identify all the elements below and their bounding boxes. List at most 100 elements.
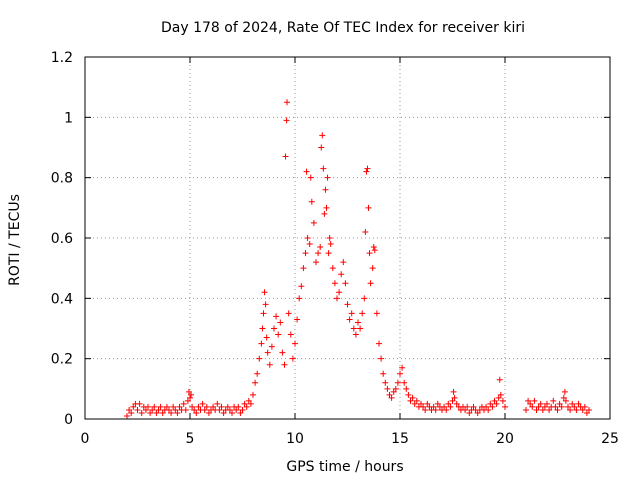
data-point (364, 165, 371, 172)
data-point (485, 406, 492, 413)
data-point (554, 406, 561, 413)
data-point (320, 165, 327, 172)
data-point (340, 259, 347, 266)
data-point (493, 400, 500, 407)
data-point (420, 403, 427, 410)
data-point (560, 394, 567, 401)
axis-ticks: 0 5 10 15 20 25 0 0.2 0.4 0.6 0.8 1 1.2 (51, 50, 619, 447)
data-point (346, 316, 353, 323)
data-point (317, 244, 324, 251)
data-point (226, 406, 233, 413)
data-point (250, 391, 256, 398)
data-point (569, 400, 576, 407)
data-point (430, 403, 437, 410)
data-point (558, 403, 565, 410)
x-tick-label: 5 (186, 431, 195, 447)
x-tick-label: 25 (601, 431, 619, 447)
data-point (163, 403, 170, 410)
data-point (268, 343, 275, 350)
data-point (275, 331, 282, 338)
data-point (155, 406, 162, 413)
y-tick-label: 1 (64, 110, 73, 126)
data-point (541, 403, 548, 410)
data-point (544, 400, 550, 407)
data-point (403, 385, 410, 392)
data-point (407, 397, 414, 404)
data-point (229, 409, 235, 416)
data-point (546, 406, 553, 413)
data-point (199, 400, 206, 407)
data-point (434, 400, 441, 407)
data-point (188, 391, 195, 398)
data-point (292, 340, 298, 347)
data-point (411, 400, 418, 407)
data-point (405, 391, 412, 398)
data-point (329, 265, 336, 272)
data-point (136, 400, 143, 407)
data-point (237, 409, 244, 416)
data-point (128, 409, 135, 416)
data-point (300, 265, 307, 272)
y-axis-label: ROTI / TECUs (7, 194, 23, 286)
data-point (413, 397, 420, 404)
data-point (180, 400, 187, 407)
data-point (571, 403, 578, 410)
data-point (157, 403, 164, 410)
data-point (359, 310, 366, 317)
data-point (401, 379, 408, 386)
data-point (176, 403, 183, 410)
data-point (378, 355, 385, 362)
data-point (336, 289, 343, 296)
data-point (256, 355, 263, 362)
data-point (586, 406, 592, 413)
data-point (382, 379, 389, 386)
data-point (466, 409, 473, 416)
data-point (432, 406, 439, 413)
data-point (185, 388, 192, 395)
data-point (289, 355, 296, 362)
data-point (361, 295, 368, 302)
data-point (362, 228, 369, 235)
data-point (302, 250, 309, 257)
data-point (499, 397, 506, 404)
y-tick-label: 0 (64, 412, 73, 428)
data-point (365, 204, 372, 211)
data-point (216, 406, 223, 413)
data-point (260, 310, 267, 317)
data-point (384, 385, 391, 392)
data-point (342, 280, 349, 287)
data-point (556, 400, 563, 407)
data-point (214, 400, 221, 407)
data-point (450, 388, 457, 395)
data-point (266, 361, 273, 368)
data-point (324, 174, 331, 181)
data-point (304, 235, 311, 241)
data-point (264, 349, 271, 356)
data-point (259, 325, 266, 332)
data-point (386, 391, 393, 398)
data-point (445, 400, 452, 407)
data-point (233, 406, 240, 413)
data-point (422, 406, 429, 413)
data-point (449, 397, 456, 404)
data-point (252, 379, 259, 386)
data-point (126, 406, 133, 413)
data-point (168, 409, 175, 416)
x-axis-label: GPS time / hours (286, 459, 403, 475)
data-point (298, 283, 305, 290)
data-point (308, 198, 315, 205)
data-point (149, 406, 156, 413)
data-point (205, 409, 212, 416)
data-point (218, 403, 225, 410)
data-point (201, 406, 208, 413)
data-point (191, 406, 198, 413)
data-point (535, 403, 542, 410)
data-point (284, 99, 291, 106)
data-point (529, 403, 536, 410)
data-point (497, 391, 504, 398)
data-point (392, 385, 399, 392)
data-point (355, 319, 361, 326)
data-point (380, 370, 387, 377)
data-point (537, 400, 544, 407)
data-point (527, 400, 534, 407)
